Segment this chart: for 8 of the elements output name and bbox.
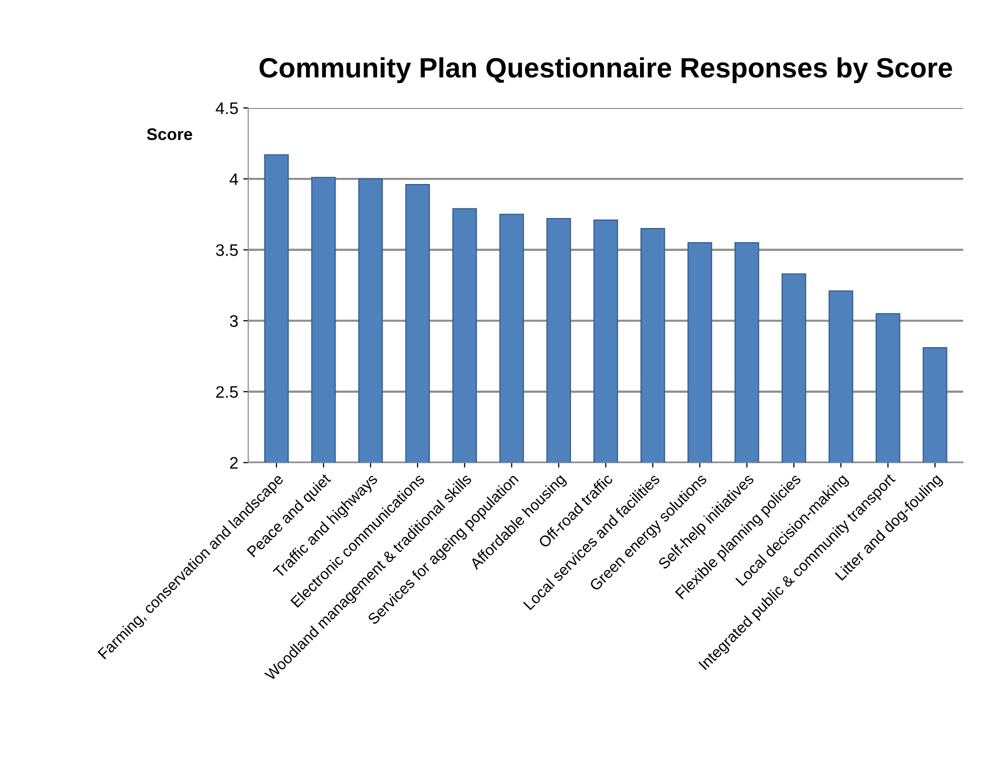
y-tick-label: 3.5 <box>216 244 238 256</box>
chart-title: Community Plan Questionnaire Responses by Score <box>260 57 952 84</box>
y-tick-label: 3 <box>230 315 238 327</box>
y-tick-label: 2 <box>230 457 238 469</box>
y-tick-label: 2.5 <box>216 386 238 398</box>
y-tick-label: 4 <box>230 173 238 185</box>
y-axis-title: Score <box>146 128 192 140</box>
y-tick-label: 4.5 <box>216 102 238 114</box>
